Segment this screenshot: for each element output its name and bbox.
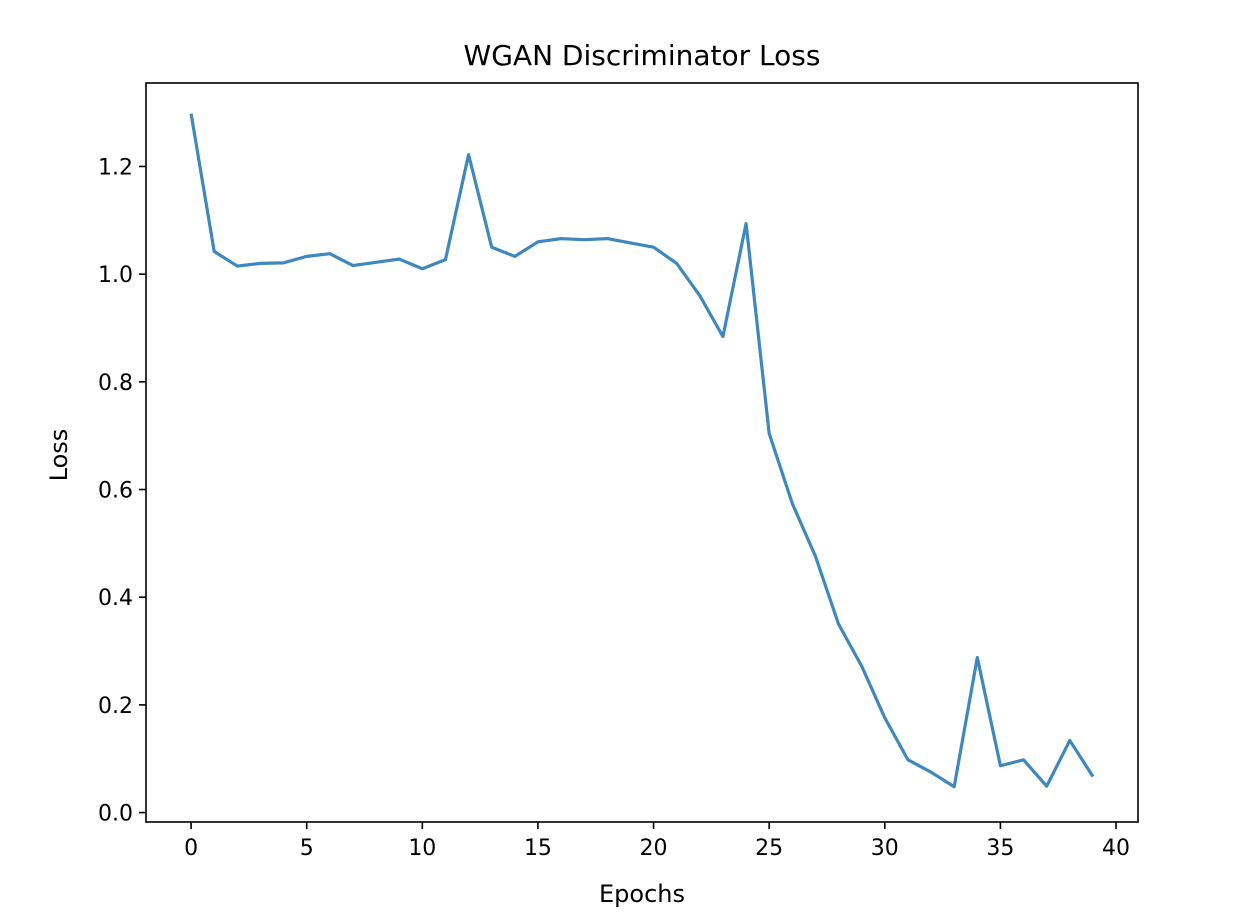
x-tick-label: 20 — [640, 836, 668, 861]
x-tick-label: 0 — [184, 836, 198, 861]
y-axis-ticks: 0.0 0.2 0.4 0.6 0.8 1.0 1.2 — [98, 155, 146, 827]
y-tick-label: 0.0 — [98, 802, 133, 827]
x-tick-label: 10 — [408, 836, 436, 861]
x-tick-label: 30 — [871, 836, 899, 861]
x-axis-label: Epochs — [599, 880, 685, 908]
y-tick-label: 0.2 — [98, 694, 133, 719]
y-tick-label: 0.6 — [98, 479, 133, 504]
x-tick-label: 40 — [1102, 836, 1130, 861]
x-tick-label: 15 — [524, 836, 552, 861]
x-tick-label: 5 — [300, 836, 314, 861]
y-tick-label: 0.4 — [98, 586, 133, 611]
x-tick-label: 35 — [986, 836, 1014, 861]
y-axis-label: Loss — [45, 429, 73, 482]
plot-frame — [145, 82, 1139, 823]
y-tick-label: 1.0 — [98, 263, 133, 288]
x-tick-label: 25 — [755, 836, 783, 861]
loss-series-line — [189, 113, 1095, 789]
chart-title: WGAN Discriminator Loss — [464, 39, 821, 72]
x-axis-ticks: 0 5 10 15 20 25 30 35 40 — [184, 822, 1130, 861]
plot-area — [189, 113, 1095, 789]
y-tick-label: 0.8 — [98, 371, 133, 396]
y-tick-label: 1.2 — [98, 155, 133, 180]
